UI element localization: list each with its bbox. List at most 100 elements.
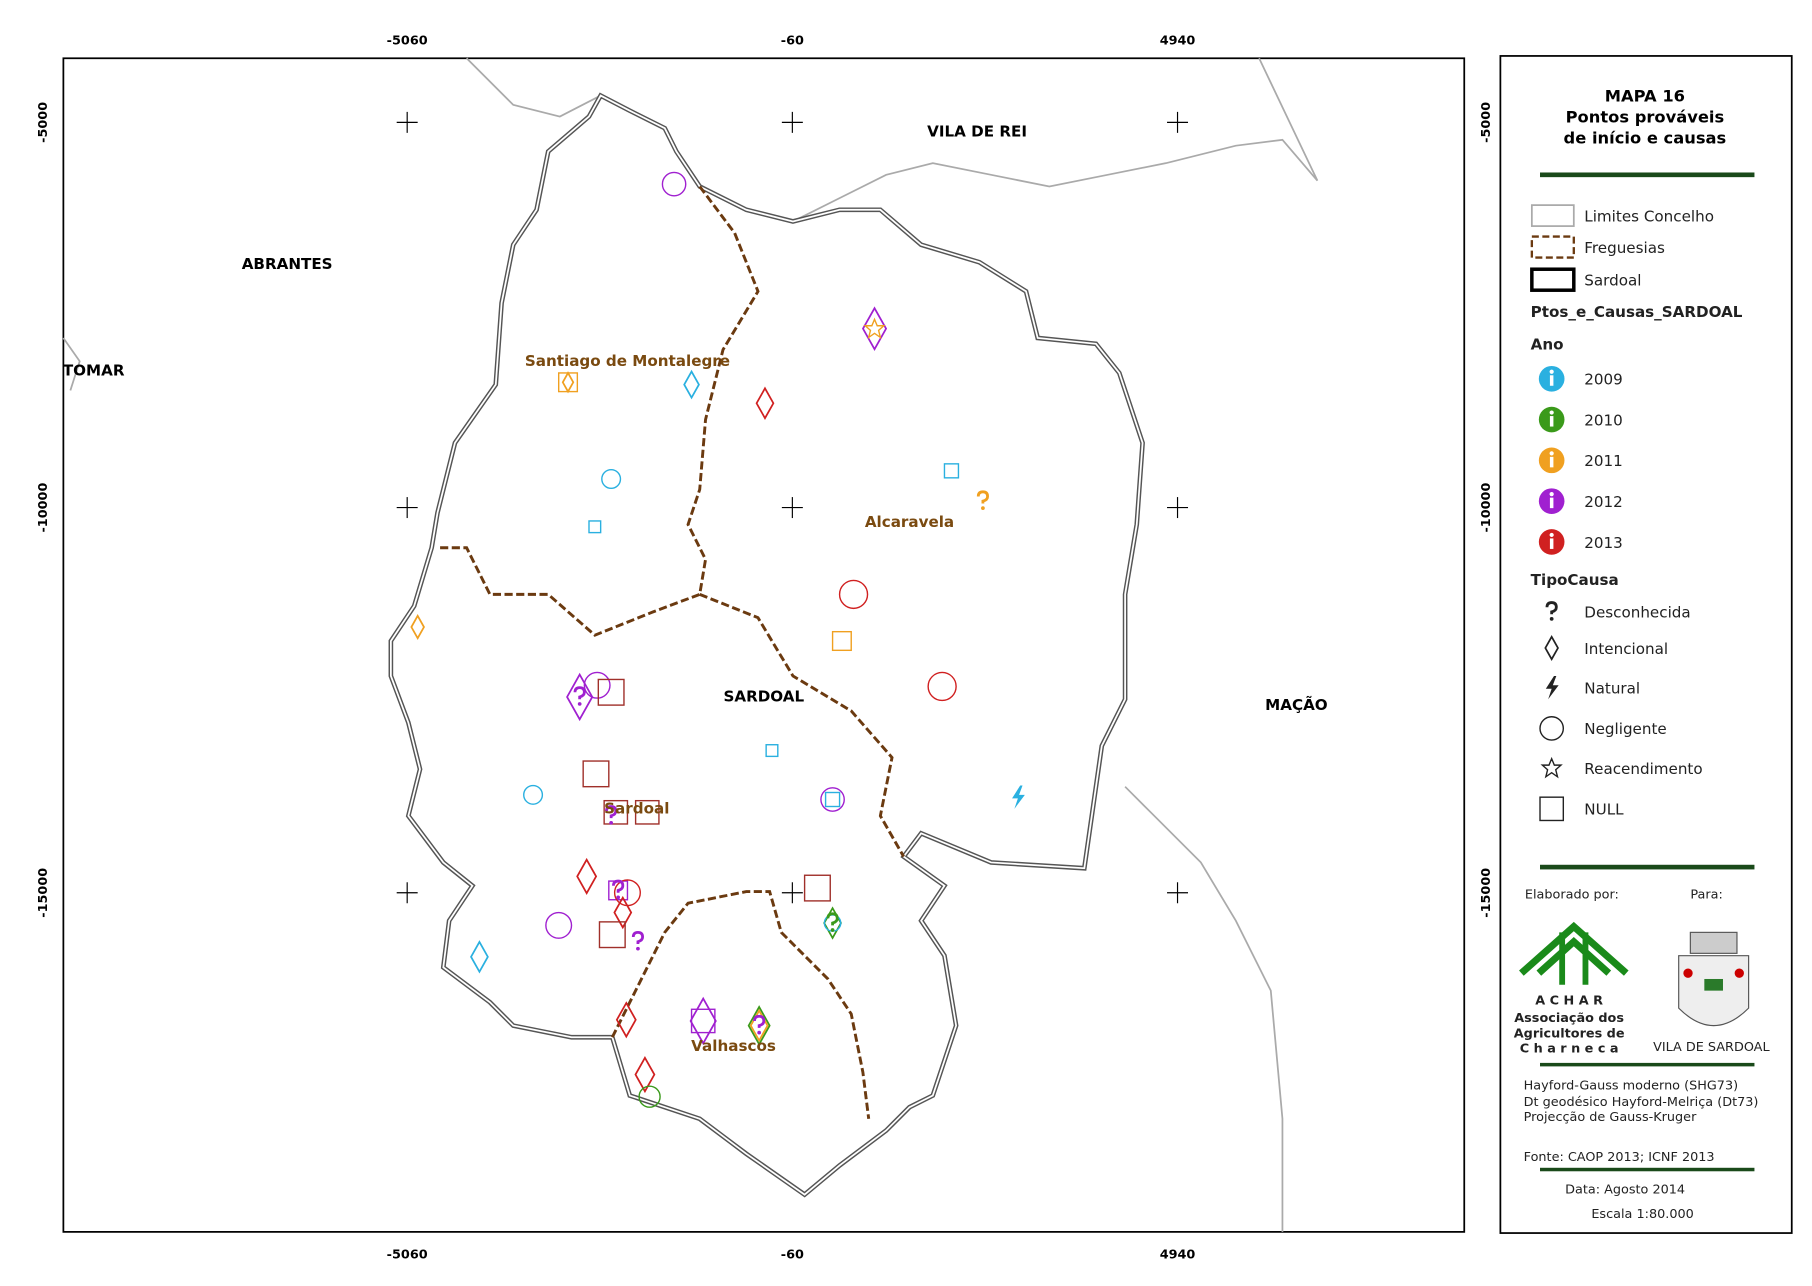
legend-year-symbol [1549, 456, 1554, 468]
legend-panel [1499, 55, 1793, 1234]
point-unknown [577, 702, 582, 706]
concelho-outline-inner [389, 94, 1144, 1196]
place-label: ABRANTES [242, 255, 333, 273]
credit: Hayford-Gauss moderno (SHG73) [1524, 1079, 1738, 1094]
legend-label: 2011 [1584, 452, 1623, 470]
point-negligent [820, 787, 845, 812]
point-negligent [638, 1085, 661, 1108]
legend-label: 2009 [1584, 371, 1623, 389]
credit: Projecção de Gauss-Kruger [1524, 1110, 1697, 1125]
legend-label: Negligente [1584, 720, 1666, 738]
point-negligent [838, 579, 869, 610]
y-tick-label: -15000 [1479, 868, 1494, 918]
point-null [765, 744, 779, 758]
legend-swatch [1530, 235, 1575, 259]
legend-label: Intencional [1584, 640, 1668, 658]
y-tick-label: -5000 [36, 102, 51, 143]
point-intentional [689, 996, 717, 1046]
legend-label: NULL [1584, 801, 1624, 819]
point-unknown [612, 879, 625, 893]
point-null [690, 1008, 716, 1034]
x-tick-label: 4940 [1160, 33, 1196, 48]
place-label: VILA DE REI [927, 122, 1027, 140]
x-tick-label: -60 [781, 33, 804, 48]
point-intentional [634, 1055, 656, 1094]
credit: Dt geodésico Hayford-Melriça (Dt73) [1524, 1095, 1759, 1110]
point-intentional [755, 386, 775, 420]
x-tick-label: -60 [781, 1248, 804, 1263]
legend-label: Natural [1584, 679, 1640, 697]
point-unknown [830, 928, 835, 932]
freguesia-lines [437, 185, 905, 1120]
neighbour-boundaries [62, 57, 1319, 1232]
legend-heading: Ptos_e_Causas_SARDOAL [1531, 303, 1743, 321]
point-null [603, 799, 629, 825]
point-unknown [757, 1030, 762, 1035]
title: Pontos prováveis [1566, 107, 1725, 126]
legend-year-symbol [1549, 369, 1554, 374]
point-intentional [566, 672, 594, 722]
legend-year-symbol [1549, 375, 1554, 386]
point-null [582, 760, 610, 788]
legend-year-symbol [1549, 497, 1554, 509]
point-unknown [616, 895, 620, 900]
point-intentional [410, 614, 425, 640]
freguesia-label: Alcaravela [865, 513, 954, 531]
credit: VILA DE SARDOAL [1653, 1040, 1770, 1055]
point-unknown [981, 506, 985, 511]
point-intentional [615, 1001, 637, 1039]
point-null [831, 630, 852, 652]
legend-label: Desconhecida [1584, 604, 1690, 622]
separators [1540, 172, 1755, 1172]
legend-heading: Ano [1531, 336, 1564, 354]
point-unknown [636, 946, 640, 951]
legend-label: Sardoal [1584, 272, 1641, 290]
crest [1678, 931, 1750, 1027]
legend-swatch [1530, 267, 1576, 292]
title: de início e causas [1564, 128, 1727, 147]
x-tick-label: 4940 [1160, 1248, 1196, 1263]
point-natural [1012, 785, 1025, 809]
point-unknown [605, 805, 618, 819]
credit: Elaborado por: [1525, 888, 1619, 903]
x-tick-label: -5060 [387, 1248, 428, 1263]
legend-year-symbol [1549, 410, 1554, 415]
x-tick-label: -5060 [387, 33, 428, 48]
legend-label: Freguesias [1584, 239, 1665, 257]
point-unknown [609, 820, 614, 825]
place-label: SARDOAL [723, 688, 804, 706]
point-negligent [661, 171, 687, 197]
y-tick-label: -15000 [36, 868, 51, 918]
point-null [803, 874, 831, 902]
point-intentional [561, 371, 575, 394]
point-null [588, 520, 602, 534]
point-intentional [470, 940, 489, 974]
point-null [598, 921, 626, 949]
legend-label: Reacendimento [1584, 760, 1702, 778]
legend-heading: TipoCausa [1531, 571, 1619, 589]
point-intentional [683, 369, 700, 400]
point-null [1539, 796, 1565, 822]
place-label: TOMAR [63, 361, 125, 379]
place-label: MAÇÃO [1265, 695, 1328, 714]
legend-label: 2010 [1584, 411, 1623, 429]
credit: Associação dos [1514, 1011, 1624, 1026]
legend-label: 2012 [1584, 493, 1623, 511]
point-null [824, 791, 841, 808]
title: MAPA 16 [1605, 86, 1685, 105]
freguesia-label: Valhascos [691, 1037, 776, 1055]
point-unknown [1545, 601, 1558, 615]
credit: Para: [1690, 888, 1722, 903]
credit: Escala 1:80.000 [1591, 1207, 1693, 1222]
point-negligent [545, 911, 573, 939]
point-rekindle [1540, 756, 1563, 779]
freguesia-label: Santiago de Montalegre [525, 352, 730, 370]
legend-year-symbol [1549, 538, 1554, 549]
point-unknown [573, 686, 586, 700]
point-intentional [1544, 635, 1559, 661]
y-tick-label: -10000 [1479, 483, 1494, 533]
point-natural [1545, 675, 1559, 700]
point-negligent [523, 784, 544, 805]
point-negligent [583, 671, 611, 699]
